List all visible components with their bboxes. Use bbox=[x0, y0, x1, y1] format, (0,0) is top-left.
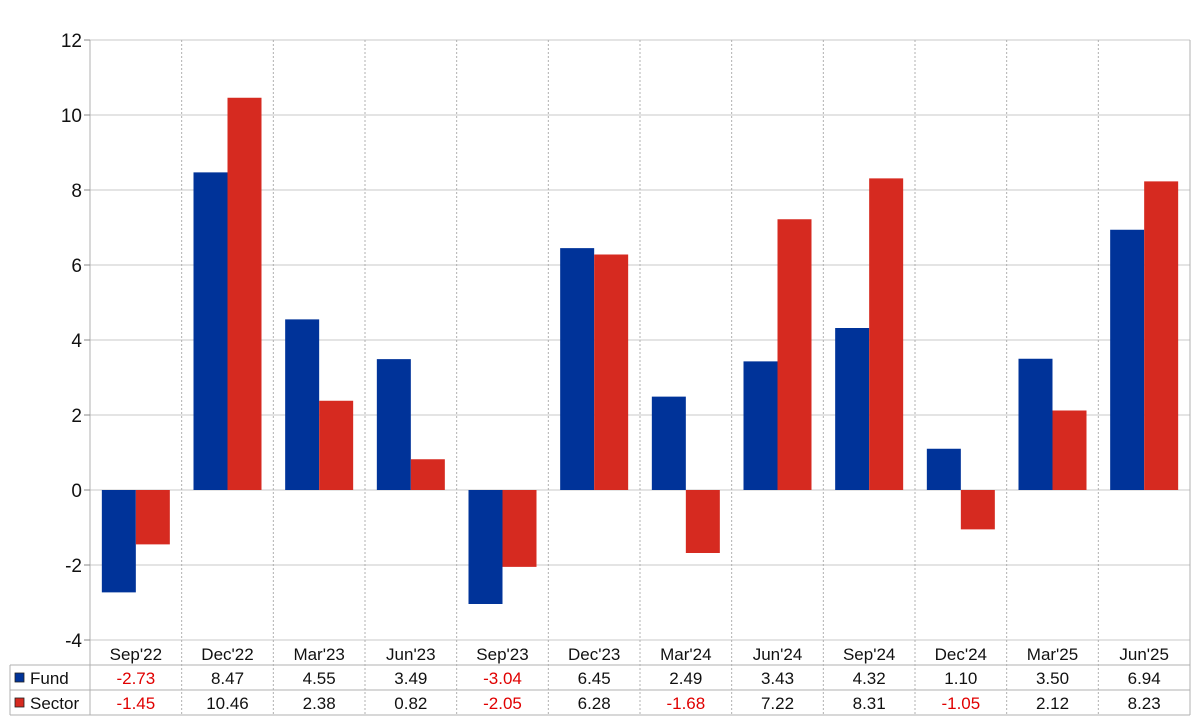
x-tick-label: Mar'24 bbox=[660, 645, 711, 664]
data-table: Sep'22 Dec'22 Mar'23 Jun'23 Sep'23 Dec'23 Mar'… bbox=[9, 645, 1190, 716]
gridlines bbox=[89, 39, 1191, 715]
data-label-sector: -1.68 bbox=[666, 694, 705, 713]
data-label-fund: 4.32 bbox=[853, 669, 886, 688]
y-tick-label: 0 bbox=[71, 481, 82, 502]
x-tick-label: Jun'24 bbox=[753, 645, 803, 664]
bar-sector bbox=[594, 254, 629, 490]
x-tick-label: Dec'23 bbox=[568, 645, 620, 664]
y-tick-label: 12 bbox=[61, 31, 82, 52]
data-label-sector: 2.12 bbox=[1036, 694, 1069, 713]
bar-fund bbox=[926, 448, 961, 490]
data-label-fund: 3.43 bbox=[761, 669, 794, 688]
bar-fund bbox=[193, 172, 228, 490]
legend-swatch-fund bbox=[14, 672, 25, 683]
data-label-fund: 6.45 bbox=[578, 669, 611, 688]
data-label-fund: 6.94 bbox=[1128, 669, 1161, 688]
data-label-sector: -1.45 bbox=[116, 694, 155, 713]
data-label-sector: -2.05 bbox=[483, 694, 522, 713]
x-tick-label: Sep'22 bbox=[110, 645, 162, 664]
data-label-fund: 4.55 bbox=[303, 669, 336, 688]
bar-fund bbox=[651, 396, 686, 490]
legend-swatch-sector bbox=[14, 697, 25, 708]
y-tick-label: -4 bbox=[65, 631, 82, 652]
y-tick-label: 2 bbox=[71, 406, 82, 427]
bar-sector bbox=[502, 490, 537, 567]
data-label-fund: -3.04 bbox=[483, 669, 522, 688]
x-tick-label: Jun'25 bbox=[1119, 645, 1169, 664]
x-tick-label: Mar'25 bbox=[1027, 645, 1078, 664]
x-tick-label: Sep'24 bbox=[843, 645, 895, 664]
bar-sector bbox=[869, 178, 904, 490]
bar-fund bbox=[1018, 358, 1053, 490]
bar-sector bbox=[777, 219, 812, 490]
bar-fund bbox=[560, 248, 595, 490]
bar-sector bbox=[319, 400, 354, 490]
bar-fund bbox=[743, 361, 778, 490]
y-axis: -4 -2 0 2 4 6 8 10 12 bbox=[61, 31, 90, 652]
data-label-fund: 1.10 bbox=[944, 669, 977, 688]
bar-sector bbox=[135, 490, 170, 545]
data-label-sector: 8.31 bbox=[853, 694, 886, 713]
data-label-fund: -2.73 bbox=[116, 669, 155, 688]
data-label-sector: 8.23 bbox=[1128, 694, 1161, 713]
data-label-sector: 6.28 bbox=[578, 694, 611, 713]
y-tick-label: 10 bbox=[61, 106, 82, 127]
bar-sector bbox=[960, 490, 995, 530]
y-tick-label: -2 bbox=[65, 556, 82, 577]
bar-sector bbox=[1144, 181, 1179, 490]
x-tick-label: Mar'23 bbox=[293, 645, 344, 664]
y-tick-label: 8 bbox=[71, 181, 82, 202]
data-label-sector: 7.22 bbox=[761, 694, 794, 713]
data-label-sector: 2.38 bbox=[303, 694, 336, 713]
bar-fund bbox=[1110, 229, 1145, 490]
x-tick-label: Dec'24 bbox=[935, 645, 987, 664]
legend-label-sector: Sector bbox=[30, 694, 79, 713]
bars bbox=[101, 97, 1179, 604]
bar-sector bbox=[685, 490, 720, 553]
data-label-fund: 3.50 bbox=[1036, 669, 1069, 688]
bar-fund bbox=[101, 490, 136, 593]
data-label-fund: 8.47 bbox=[211, 669, 244, 688]
bar-fund bbox=[376, 359, 411, 490]
bar-fund bbox=[468, 490, 503, 604]
bar-sector bbox=[227, 97, 262, 490]
x-tick-label: Jun'23 bbox=[386, 645, 436, 664]
bar-sector bbox=[1052, 410, 1087, 490]
data-label-sector: 0.82 bbox=[394, 694, 427, 713]
bar-sector bbox=[410, 459, 445, 490]
bar-fund bbox=[835, 328, 870, 490]
data-label-fund: 3.49 bbox=[394, 669, 427, 688]
data-label-sector: 10.46 bbox=[206, 694, 249, 713]
x-tick-label: Sep'23 bbox=[476, 645, 528, 664]
data-label-fund: 2.49 bbox=[669, 669, 702, 688]
y-tick-label: 6 bbox=[71, 256, 82, 277]
y-tick-label: 4 bbox=[71, 331, 82, 352]
bar-fund bbox=[285, 319, 320, 490]
x-tick-label: Dec'22 bbox=[201, 645, 253, 664]
data-label-sector: -1.05 bbox=[941, 694, 980, 713]
legend-label-fund: Fund bbox=[30, 669, 69, 688]
